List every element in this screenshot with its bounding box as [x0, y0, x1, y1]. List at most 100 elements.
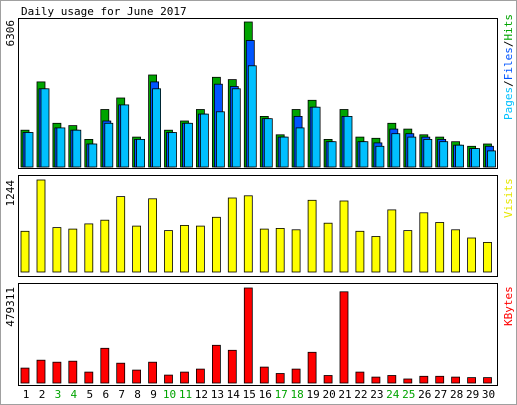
x-label-day-25: 25: [402, 388, 415, 401]
bar-visits-24: [387, 209, 397, 273]
bar-kbytes-12: [195, 368, 205, 384]
x-label-day-8: 8: [134, 388, 141, 401]
bar-visits-6: [100, 219, 110, 273]
bar-pages-10: [168, 132, 177, 168]
x-label-day-28: 28: [450, 388, 463, 401]
bar-kbytes-4: [68, 360, 78, 384]
bar-visits-29: [467, 237, 477, 273]
bar-visits-13: [211, 216, 221, 273]
x-label-day-14: 14: [227, 388, 241, 401]
x-label-day-22: 22: [354, 388, 367, 401]
bar-visits-19: [307, 199, 317, 273]
bar-pages-26: [423, 138, 433, 168]
bar-kbytes-23: [371, 376, 381, 384]
bar-kbytes-27: [435, 375, 445, 384]
x-label-day-13: 13: [211, 388, 224, 401]
legend-files: Files: [502, 47, 515, 80]
x-label-day-18: 18: [290, 388, 303, 401]
x-label-day-5: 5: [86, 388, 93, 401]
bar-visits-27: [435, 222, 445, 273]
bar-kbytes-16: [259, 366, 269, 384]
bar-pages-9: [152, 88, 162, 168]
bar-pages-11: [184, 122, 193, 168]
bar-pages-24: [391, 133, 401, 168]
x-label-day-10: 10: [163, 388, 176, 401]
bar-visits-14: [227, 197, 237, 273]
bar-visits-12: [195, 225, 205, 273]
bars-layer: [20, 21, 496, 384]
bar-visits-4: [68, 228, 78, 273]
x-label-day-17: 17: [275, 388, 288, 401]
bar-pages-6: [104, 122, 114, 168]
bar-kbytes-25: [403, 378, 413, 384]
bar-visits-1: [20, 230, 30, 273]
x-label-day-7: 7: [118, 388, 125, 401]
bar-pages-3: [56, 127, 66, 168]
legend-pages: Pages: [502, 87, 515, 120]
legend-kbytes: KBytes: [502, 286, 515, 326]
bar-kbytes-22: [355, 371, 365, 384]
bar-visits-25: [403, 230, 413, 273]
bar-visits-5: [84, 223, 94, 273]
bar-kbytes-6: [100, 347, 110, 384]
bar-visits-21: [339, 200, 349, 273]
traffic-ymax-label: 6306: [4, 20, 17, 47]
bar-pages-17: [279, 136, 289, 168]
x-label-day-30: 30: [482, 388, 495, 401]
x-label-day-6: 6: [102, 388, 109, 401]
bar-pages-19: [311, 106, 321, 168]
chart-title: Daily usage for June 2017: [21, 5, 187, 18]
bar-pages-13: [215, 111, 225, 168]
bar-kbytes-19: [307, 351, 317, 384]
traffic-panel: [18, 18, 498, 169]
x-label-day-11: 11: [179, 388, 192, 401]
visits-panel: [18, 175, 498, 277]
bar-kbytes-3: [52, 361, 62, 384]
kbytes-ymax-label: 479311: [4, 287, 17, 327]
x-label-day-21: 21: [338, 388, 351, 401]
x-label-day-20: 20: [322, 388, 335, 401]
bar-kbytes-26: [419, 375, 429, 384]
bar-kbytes-14: [227, 349, 237, 384]
bar-visits-15: [243, 195, 253, 273]
bar-kbytes-1: [20, 367, 30, 384]
x-label-day-2: 2: [39, 388, 46, 401]
bar-pages-18: [295, 127, 305, 168]
bar-visits-17: [275, 227, 285, 273]
legend-hits: Hits: [502, 14, 515, 41]
bar-kbytes-17: [275, 373, 285, 384]
svg-text:Pages/Files/Hits: Pages/Files/Hits: [502, 14, 515, 120]
bar-pages-12: [199, 113, 209, 168]
bar-visits-30: [483, 241, 492, 273]
bar-visits-2: [36, 179, 46, 273]
bar-pages-7: [120, 104, 130, 168]
bar-kbytes-11: [180, 371, 189, 384]
bar-kbytes-28: [451, 376, 461, 384]
x-label-day-19: 19: [306, 388, 319, 401]
bar-visits-7: [116, 196, 126, 273]
bar-kbytes-8: [132, 369, 142, 384]
bar-visits-11: [180, 224, 189, 273]
x-label-day-16: 16: [259, 388, 272, 401]
bar-visits-22: [355, 230, 365, 273]
x-label-day-3: 3: [55, 388, 62, 401]
bar-kbytes-18: [291, 368, 301, 384]
bar-kbytes-7: [116, 362, 126, 384]
bar-visits-9: [148, 198, 158, 273]
bar-visits-16: [259, 228, 269, 273]
bar-visits-18: [291, 229, 301, 273]
legend-visits: Visits: [502, 178, 515, 218]
x-label-day-27: 27: [434, 388, 447, 401]
x-label-day-9: 9: [150, 388, 157, 401]
bar-visits-3: [52, 227, 62, 273]
bar-visits-26: [419, 212, 429, 273]
bar-pages-15: [247, 65, 257, 168]
bar-pages-21: [343, 116, 353, 168]
bar-kbytes-13: [211, 344, 221, 384]
bar-visits-10: [164, 230, 173, 273]
bar-pages-29: [471, 148, 481, 168]
bar-pages-4: [72, 129, 82, 168]
visits-ymax-label: 1244: [4, 180, 17, 207]
bar-pages-22: [359, 141, 369, 168]
